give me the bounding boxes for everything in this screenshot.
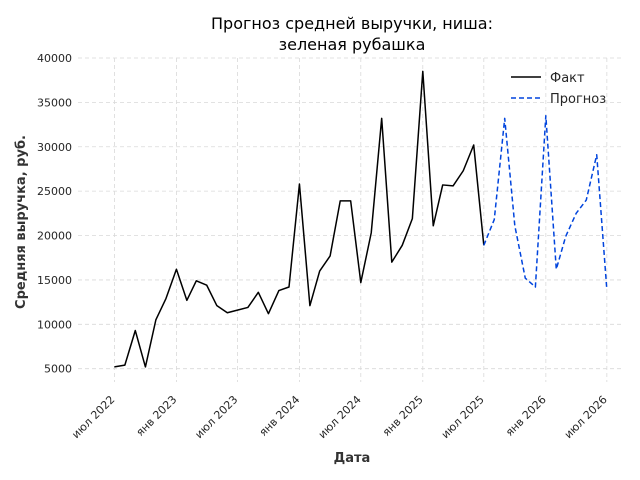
- forecast-series-line: [483, 114, 608, 290]
- x-axis-label: Дата: [334, 451, 371, 466]
- y-tick-label: 30000: [37, 141, 72, 154]
- x-tick-labels: июл 2022 янв 2023 июл 2023 янв 2024 июл 2024…: [69, 393, 609, 441]
- x-tick-label: янв 2025: [380, 393, 426, 439]
- y-axis-label: Средняя выручка, руб.: [14, 135, 29, 309]
- x-tick-label: янв 2024: [257, 393, 303, 439]
- y-tick-label: 10000: [37, 318, 72, 331]
- y-tick-label: 20000: [37, 230, 72, 243]
- y-tick-label: 25000: [37, 185, 72, 198]
- grid: [78, 57, 622, 382]
- y-tick-label: 40000: [37, 52, 72, 65]
- legend: Факт Прогноз: [511, 71, 606, 107]
- fact-series-line: [114, 70, 485, 368]
- chart-title-line-2: зеленая рубашка: [279, 35, 426, 54]
- y-tick-labels: 5000 10000 15000 20000 25000 30000 35000 40000: [37, 52, 72, 376]
- series-lines: [114, 70, 608, 368]
- y-tick-label: 5000: [44, 363, 72, 376]
- x-tick-label: июл 2022: [69, 393, 117, 441]
- x-tick-label: янв 2023: [134, 393, 180, 439]
- x-tick-label: июл 2026: [562, 393, 610, 441]
- y-tick-label: 35000: [37, 96, 72, 109]
- x-tick-label: июл 2023: [192, 393, 240, 441]
- legend-forecast-label: Прогноз: [550, 92, 606, 107]
- y-tick-label: 15000: [37, 274, 72, 287]
- x-tick-label: янв 2026: [503, 393, 549, 439]
- chart-title-line-1: Прогноз средней выручки, ниша:: [211, 14, 493, 33]
- legend-fact-label: Факт: [550, 71, 585, 86]
- x-tick-label: июл 2025: [439, 393, 487, 441]
- chart-title: Прогноз средней выручки, ниша: зеленая р…: [211, 14, 493, 54]
- x-tick-label: июл 2024: [316, 393, 364, 441]
